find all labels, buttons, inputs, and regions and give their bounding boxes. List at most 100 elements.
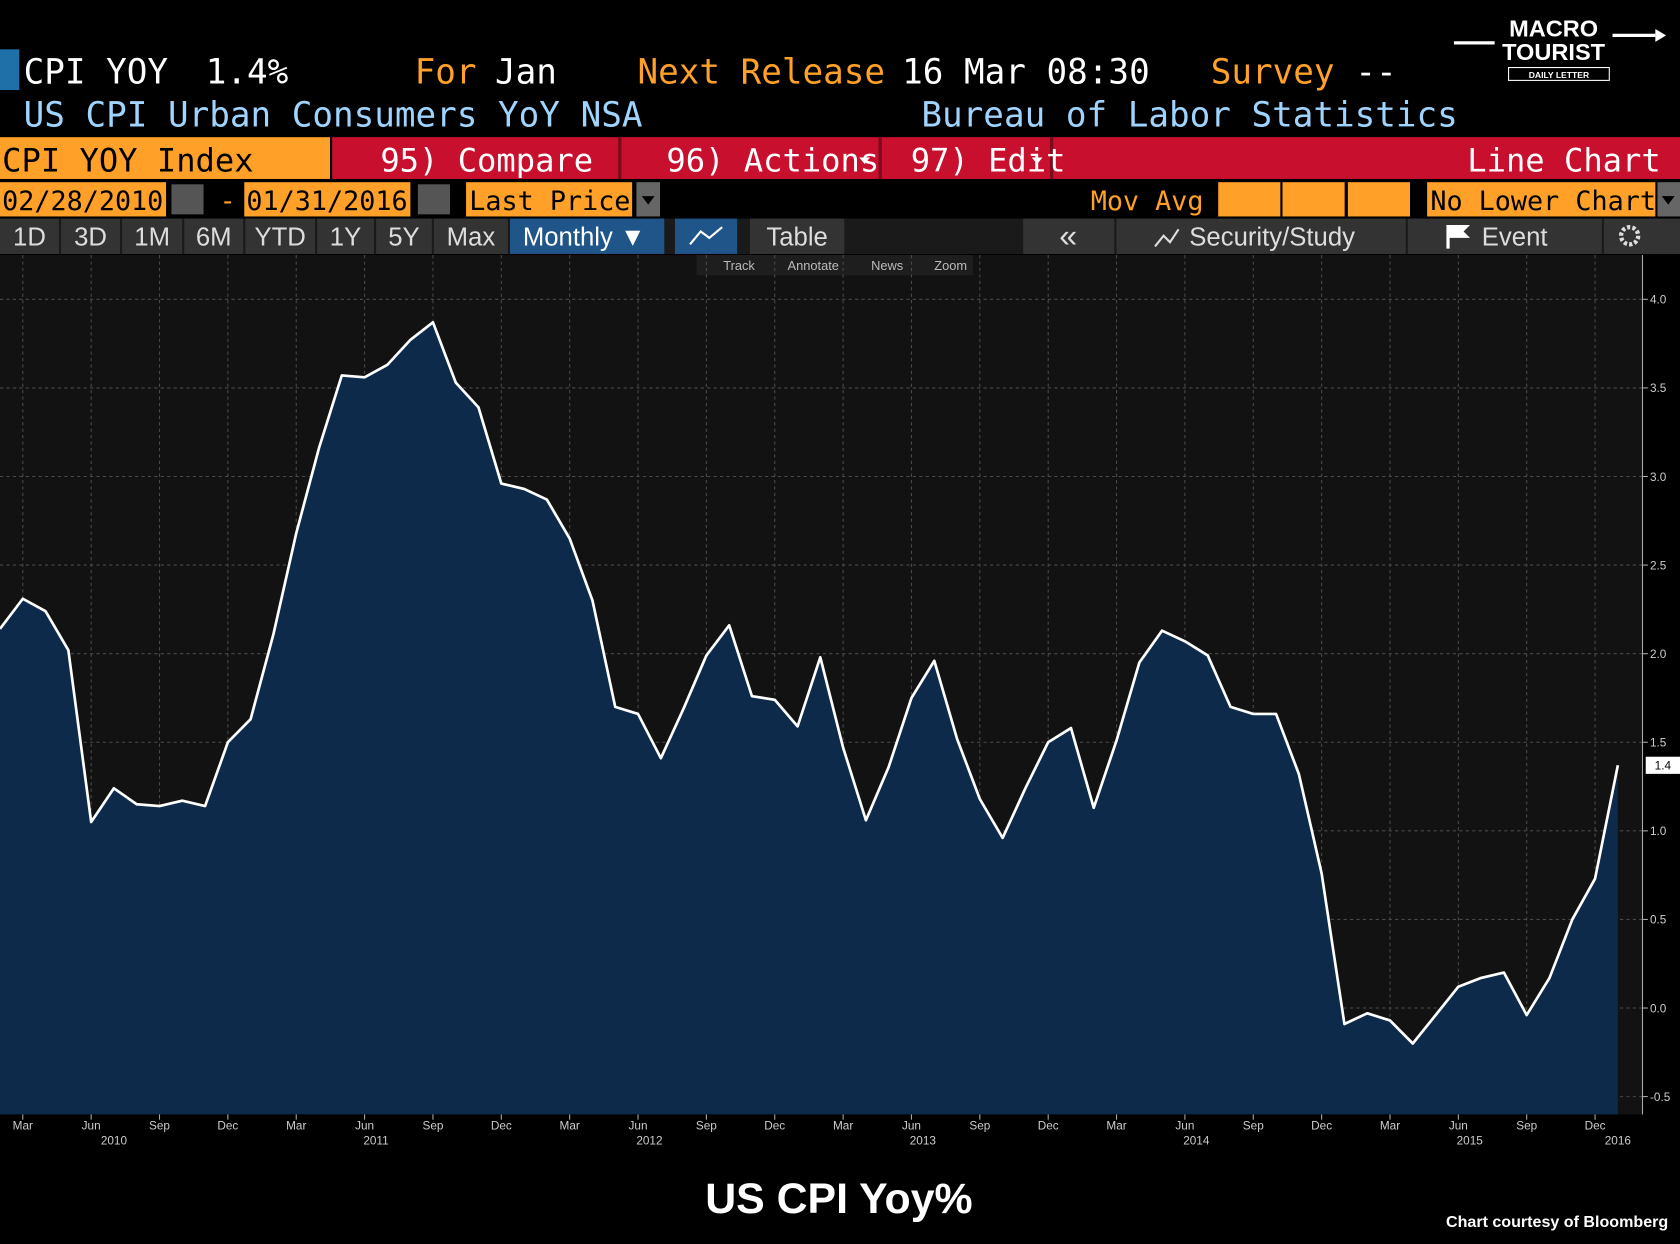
x-tick-label: Sep <box>422 1119 443 1132</box>
next-value: 16 Mar 08:30 <box>902 53 1150 93</box>
year-label: 2013 <box>910 1134 937 1147</box>
event: Event <box>1482 223 1548 251</box>
end-date: 01/31/2016 <box>246 186 407 217</box>
tool-label[interactable]: Zoom <box>934 258 967 273</box>
separator <box>878 137 882 179</box>
logo-line1: MACRO <box>1509 15 1598 41</box>
period-button[interactable] <box>245 218 315 254</box>
period-label: YTD <box>254 223 305 251</box>
ticker: CPI YOY <box>24 53 169 93</box>
table-button[interactable] <box>750 218 845 254</box>
date-box[interactable] <box>244 182 411 217</box>
calendar-icon[interactable] <box>171 184 204 215</box>
calendar-icon[interactable] <box>417 184 450 215</box>
x-tick-label: Dec <box>1585 1119 1606 1132</box>
field: Last Price <box>469 186 630 217</box>
menu-bar <box>332 137 1680 179</box>
mov-avg: Mov Avg <box>1091 186 1204 217</box>
period-label: 3D <box>74 223 107 251</box>
marker <box>0 49 20 91</box>
x-tick-label: Sep <box>149 1119 170 1132</box>
x-tick-label: Sep <box>1243 1119 1264 1132</box>
lower-box[interactable] <box>1427 182 1656 217</box>
x-tick-label: Mar <box>560 1119 580 1132</box>
x-tick-label: Jun <box>82 1119 101 1132</box>
y-tick-label: 2.5 <box>1650 559 1667 572</box>
caret <box>1661 196 1675 205</box>
period-button[interactable] <box>317 218 374 254</box>
line <box>0 320 1620 1045</box>
y-tick-label: -0.5 <box>1650 1091 1671 1104</box>
line-icon <box>689 226 723 246</box>
for-label: For <box>415 53 477 93</box>
period-button[interactable] <box>184 218 244 254</box>
x-tick-label: Dec <box>217 1119 238 1132</box>
description: US CPI Urban Consumers YoY NSA <box>24 95 643 135</box>
period-button[interactable] <box>61 218 120 254</box>
period-button[interactable] <box>0 218 59 254</box>
period-button[interactable] <box>376 218 432 254</box>
gear-icon <box>1618 225 1641 247</box>
period-label: 5Y <box>388 223 419 251</box>
menu-item[interactable]: 96) Actions <box>666 141 879 179</box>
x-tick-label: Sep <box>969 1119 990 1132</box>
x-tick-label: Dec <box>764 1119 785 1132</box>
start-date: 02/28/2010 <box>2 186 163 217</box>
back: « <box>1059 217 1077 253</box>
study-icon <box>1154 228 1180 248</box>
field-box[interactable] <box>466 182 633 217</box>
event-button[interactable] <box>1407 218 1602 254</box>
source: Bureau of Labor Statistics <box>921 95 1457 135</box>
period-label: 6M <box>196 223 232 251</box>
caret <box>859 157 870 164</box>
y-tick-label: 2.0 <box>1650 648 1667 661</box>
separator <box>618 137 622 179</box>
study: Security/Study <box>1189 223 1355 251</box>
y-tick-label: 1.5 <box>1650 737 1667 750</box>
x-tick-label: Dec <box>491 1119 512 1132</box>
credit: Chart courtesy of Bloomberg <box>1446 1213 1668 1231</box>
year-label: 2011 <box>363 1134 388 1147</box>
x-tick-label: Mar <box>286 1119 306 1132</box>
period-label: 1M <box>134 223 170 251</box>
mov-avg-box[interactable] <box>1282 182 1345 217</box>
tool-label[interactable]: Track <box>723 258 755 273</box>
flag-icon <box>1446 225 1470 249</box>
back-button[interactable] <box>1023 218 1115 254</box>
for-value: Jan <box>495 53 557 93</box>
x-tick-label: Mar <box>1106 1119 1126 1132</box>
period-label: 1Y <box>330 223 361 251</box>
chart-type[interactable]: Line Chart <box>1467 141 1660 179</box>
date-separator: - <box>220 186 236 217</box>
frequency: Monthly ▼ <box>523 223 646 251</box>
mov-avg-box[interactable] <box>1347 182 1410 217</box>
date-box[interactable] <box>0 182 167 217</box>
security-box <box>0 137 330 179</box>
x-tick-label: Jun <box>629 1119 648 1132</box>
x-tick-label: Dec <box>1038 1119 1059 1132</box>
last-value-box <box>1645 756 1680 774</box>
security: CPI YOY Index <box>2 141 253 179</box>
caret <box>641 196 655 205</box>
year-label: 2010 <box>101 1134 128 1147</box>
period-button[interactable] <box>122 218 183 254</box>
y-tick-label: 3.5 <box>1650 382 1667 395</box>
last-value-label: 1.4 <box>1655 760 1672 773</box>
tool-label[interactable]: Annotate <box>788 258 839 273</box>
area-fill <box>0 322 1618 1115</box>
logo-line2: TOURIST <box>1502 39 1606 65</box>
frequency-button[interactable] <box>510 218 665 254</box>
menu-item[interactable]: 97) Edit <box>911 141 1066 179</box>
caret <box>1031 157 1043 164</box>
settings-button[interactable] <box>1603 218 1680 254</box>
x-tick-label: Sep <box>696 1119 717 1132</box>
year-label: 2014 <box>1183 1134 1210 1147</box>
logo-line3: DAILY LETTER <box>1529 70 1590 80</box>
menu-item[interactable]: 95) Compare <box>380 141 593 179</box>
tool-label[interactable]: News <box>871 258 903 273</box>
mov-avg-box[interactable] <box>1218 182 1281 217</box>
period-button[interactable] <box>433 218 508 254</box>
separator <box>1050 137 1054 179</box>
x-tick-label: Sep <box>1516 1119 1537 1132</box>
